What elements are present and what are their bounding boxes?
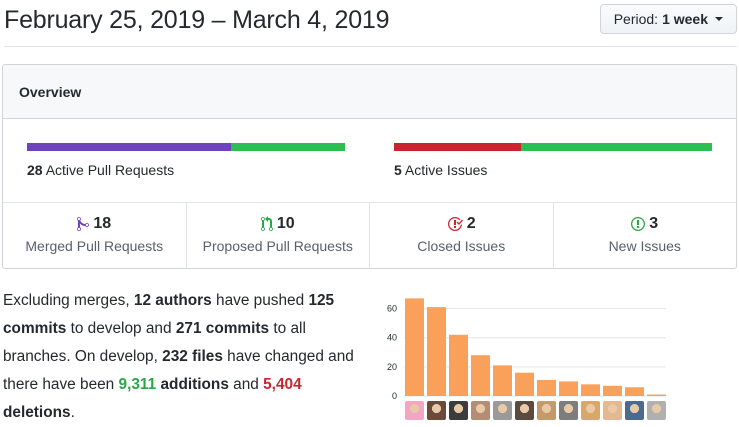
overview-title: Overview <box>19 83 82 100</box>
deletions-count: 5,404 <box>263 376 302 393</box>
commit-bar[interactable] <box>405 298 424 396</box>
summary-text: have pushed <box>211 292 309 309</box>
caret-down-icon <box>715 17 723 21</box>
summary-text: have changed and there have been <box>3 348 354 393</box>
issues-bar[interactable] <box>394 143 712 151</box>
commits-by-author-chart: 0 20 40 60 <box>387 298 666 401</box>
stat-label: Closed Issues <box>417 238 506 254</box>
avatar[interactable] <box>647 401 666 420</box>
stat-label: Proposed Pull Requests <box>202 238 353 254</box>
avatar[interactable] <box>559 401 578 420</box>
commit-bar[interactable] <box>603 385 622 396</box>
all-commits-count: 271 commits <box>175 320 270 337</box>
commit-bar[interactable] <box>581 384 600 396</box>
active-issues-summary[interactable]: 5 Active Issues <box>394 162 487 178</box>
avatar[interactable] <box>449 401 468 420</box>
open-segment <box>231 143 345 151</box>
commit-bar[interactable] <box>427 307 446 396</box>
closed-segment <box>394 143 522 151</box>
active-issues-count: 5 <box>394 162 402 178</box>
avatar[interactable] <box>493 401 512 420</box>
stat-count: 10 <box>276 215 295 232</box>
stat-count: 2 <box>466 215 476 232</box>
commit-bar[interactable] <box>493 365 512 396</box>
active-pull-requests-summary[interactable]: 28 Active Pull Requests <box>27 162 174 178</box>
deletions-label: deletions <box>3 404 71 421</box>
overview-stats: 18 Merged Pull Requests 10 Proposed Pull… <box>3 203 736 268</box>
commit-summary-text: Excluding merges, 12 authors have pushed… <box>3 287 363 427</box>
stat-proposed-pull-requests[interactable]: 10 Proposed Pull Requests <box>187 203 370 268</box>
issue-closed-icon <box>447 216 463 232</box>
active-pr-count: 28 <box>27 162 43 178</box>
summary-text: and <box>228 376 264 393</box>
avatar[interactable] <box>471 401 490 420</box>
issue-opened-icon <box>631 216 646 232</box>
commit-bar[interactable] <box>471 355 490 396</box>
summary-text: . <box>70 404 75 421</box>
commit-bar[interactable] <box>515 372 534 396</box>
summary-text: to all branches. On develop, <box>3 320 306 365</box>
open-segment <box>521 143 712 151</box>
additions-count: 9,311 <box>118 376 157 393</box>
y-tick-label: 20 <box>387 362 397 372</box>
y-tick-label: 40 <box>387 333 397 343</box>
pull-requests-bar[interactable] <box>27 143 345 151</box>
git-merge-icon <box>77 216 90 232</box>
stat-label: New Issues <box>608 238 681 254</box>
additions-label: additions <box>156 376 229 393</box>
overview-box: Overview 28 Active Pull Requests 5 Activ… <box>2 64 737 269</box>
page-title: February 25, 2019 – March 4, 2019 <box>4 6 390 34</box>
summary-text: Excluding merges, <box>3 292 134 309</box>
avatar[interactable] <box>427 401 446 420</box>
merged-segment <box>27 143 232 151</box>
author-avatars <box>405 401 666 420</box>
avatar[interactable] <box>405 401 424 420</box>
avatar[interactable] <box>603 401 622 420</box>
header-divider <box>4 46 737 47</box>
summary-text: to develop and <box>66 320 176 337</box>
develop-commits-count: 125 commits <box>3 292 335 337</box>
y-tick-label: 0 <box>392 391 397 401</box>
commit-bar[interactable] <box>559 381 578 396</box>
avatar[interactable] <box>537 401 556 420</box>
stat-count: 18 <box>93 215 112 232</box>
active-pr-label: Active Pull Requests <box>45 162 175 178</box>
overview-header: Overview <box>3 65 736 119</box>
stat-new-issues[interactable]: 3 New Issues <box>554 203 737 268</box>
avatar[interactable] <box>625 401 644 420</box>
commit-bar[interactable] <box>647 394 666 396</box>
commit-bar[interactable] <box>625 387 644 396</box>
stat-merged-pull-requests[interactable]: 18 Merged Pull Requests <box>3 203 187 268</box>
commit-bar[interactable] <box>537 379 556 396</box>
y-tick-label: 60 <box>387 304 397 314</box>
period-dropdown-button[interactable]: Period: 1 week <box>599 4 737 34</box>
commit-bar[interactable] <box>449 334 468 396</box>
authors-count: 12 authors <box>133 292 212 309</box>
period-label: Period: <box>613 11 659 27</box>
git-pull-request-icon <box>260 216 273 232</box>
overview-summary: 28 Active Pull Requests 5 Active Issues <box>3 119 736 203</box>
avatar[interactable] <box>515 401 534 420</box>
active-issues-label: Active Issues <box>404 162 488 178</box>
files-count: 232 files <box>162 348 223 365</box>
stat-count: 3 <box>649 215 659 232</box>
period-value: 1 week <box>662 11 708 27</box>
stat-closed-issues[interactable]: 2 Closed Issues <box>370 203 554 268</box>
avatar[interactable] <box>581 401 600 420</box>
stat-label: Merged Pull Requests <box>25 238 164 254</box>
